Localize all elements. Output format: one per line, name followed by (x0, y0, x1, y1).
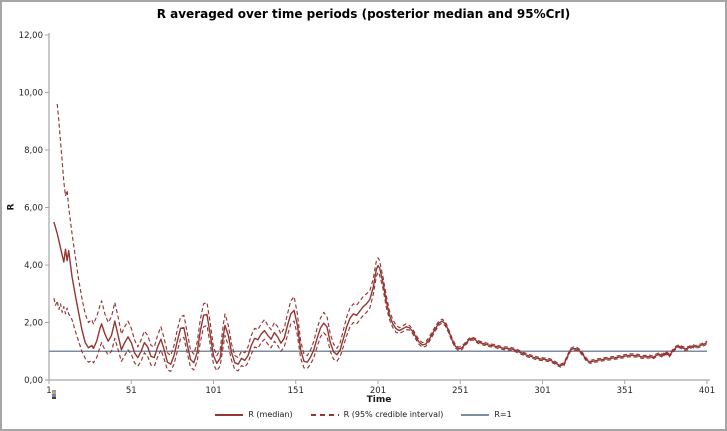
legend-label-credible-interval: R (95% credible interval) (343, 410, 444, 419)
y-tick-label: 6,00 (24, 204, 43, 214)
reference-line-swatch-icon (461, 413, 490, 416)
dashed-line-swatch-icon (310, 413, 339, 416)
x-tick-label: 351 (617, 386, 633, 396)
x-tick-label: 1 (46, 386, 51, 396)
x-tick-label: 151 (288, 386, 304, 396)
x-tick-label: 201 (370, 386, 386, 396)
x-tick-label: 251 (452, 386, 468, 396)
legend-label-median: R (median) (248, 410, 293, 419)
y-tick-label: 2,00 (24, 319, 43, 329)
ci-upper-line (56, 103, 708, 365)
legend-item-r-equals-1: R=1 (461, 410, 512, 419)
median-line (53, 221, 708, 367)
y-tick-label: 0,00 (24, 376, 43, 386)
legend-label-r-equals-1: R=1 (494, 410, 512, 419)
y-tick-label: 8,00 (24, 146, 43, 156)
y-tick-label: 10,00 (19, 89, 43, 99)
legend-item-median: R (median) (215, 410, 293, 419)
chart-title: R averaged over time periods (posterior … (156, 7, 571, 21)
x-tick-label: 101 (205, 386, 221, 396)
tiny-artifact-icon (52, 390, 56, 399)
x-tick-label: 301 (534, 386, 550, 396)
legend: R (median) R (95% credible interval) R=1 (2, 410, 725, 419)
y-tick-label: 12,00 (19, 31, 43, 41)
x-axis-title: Time (366, 395, 392, 405)
x-tick-label: 401 (699, 386, 715, 396)
y-tick-label: 4,00 (24, 261, 43, 271)
median-line-swatch-icon (215, 413, 244, 416)
y-axis-title: R (6, 203, 17, 211)
x-tick-label: 51 (126, 386, 137, 396)
legend-item-credible-interval: R (95% credible interval) (310, 410, 444, 419)
